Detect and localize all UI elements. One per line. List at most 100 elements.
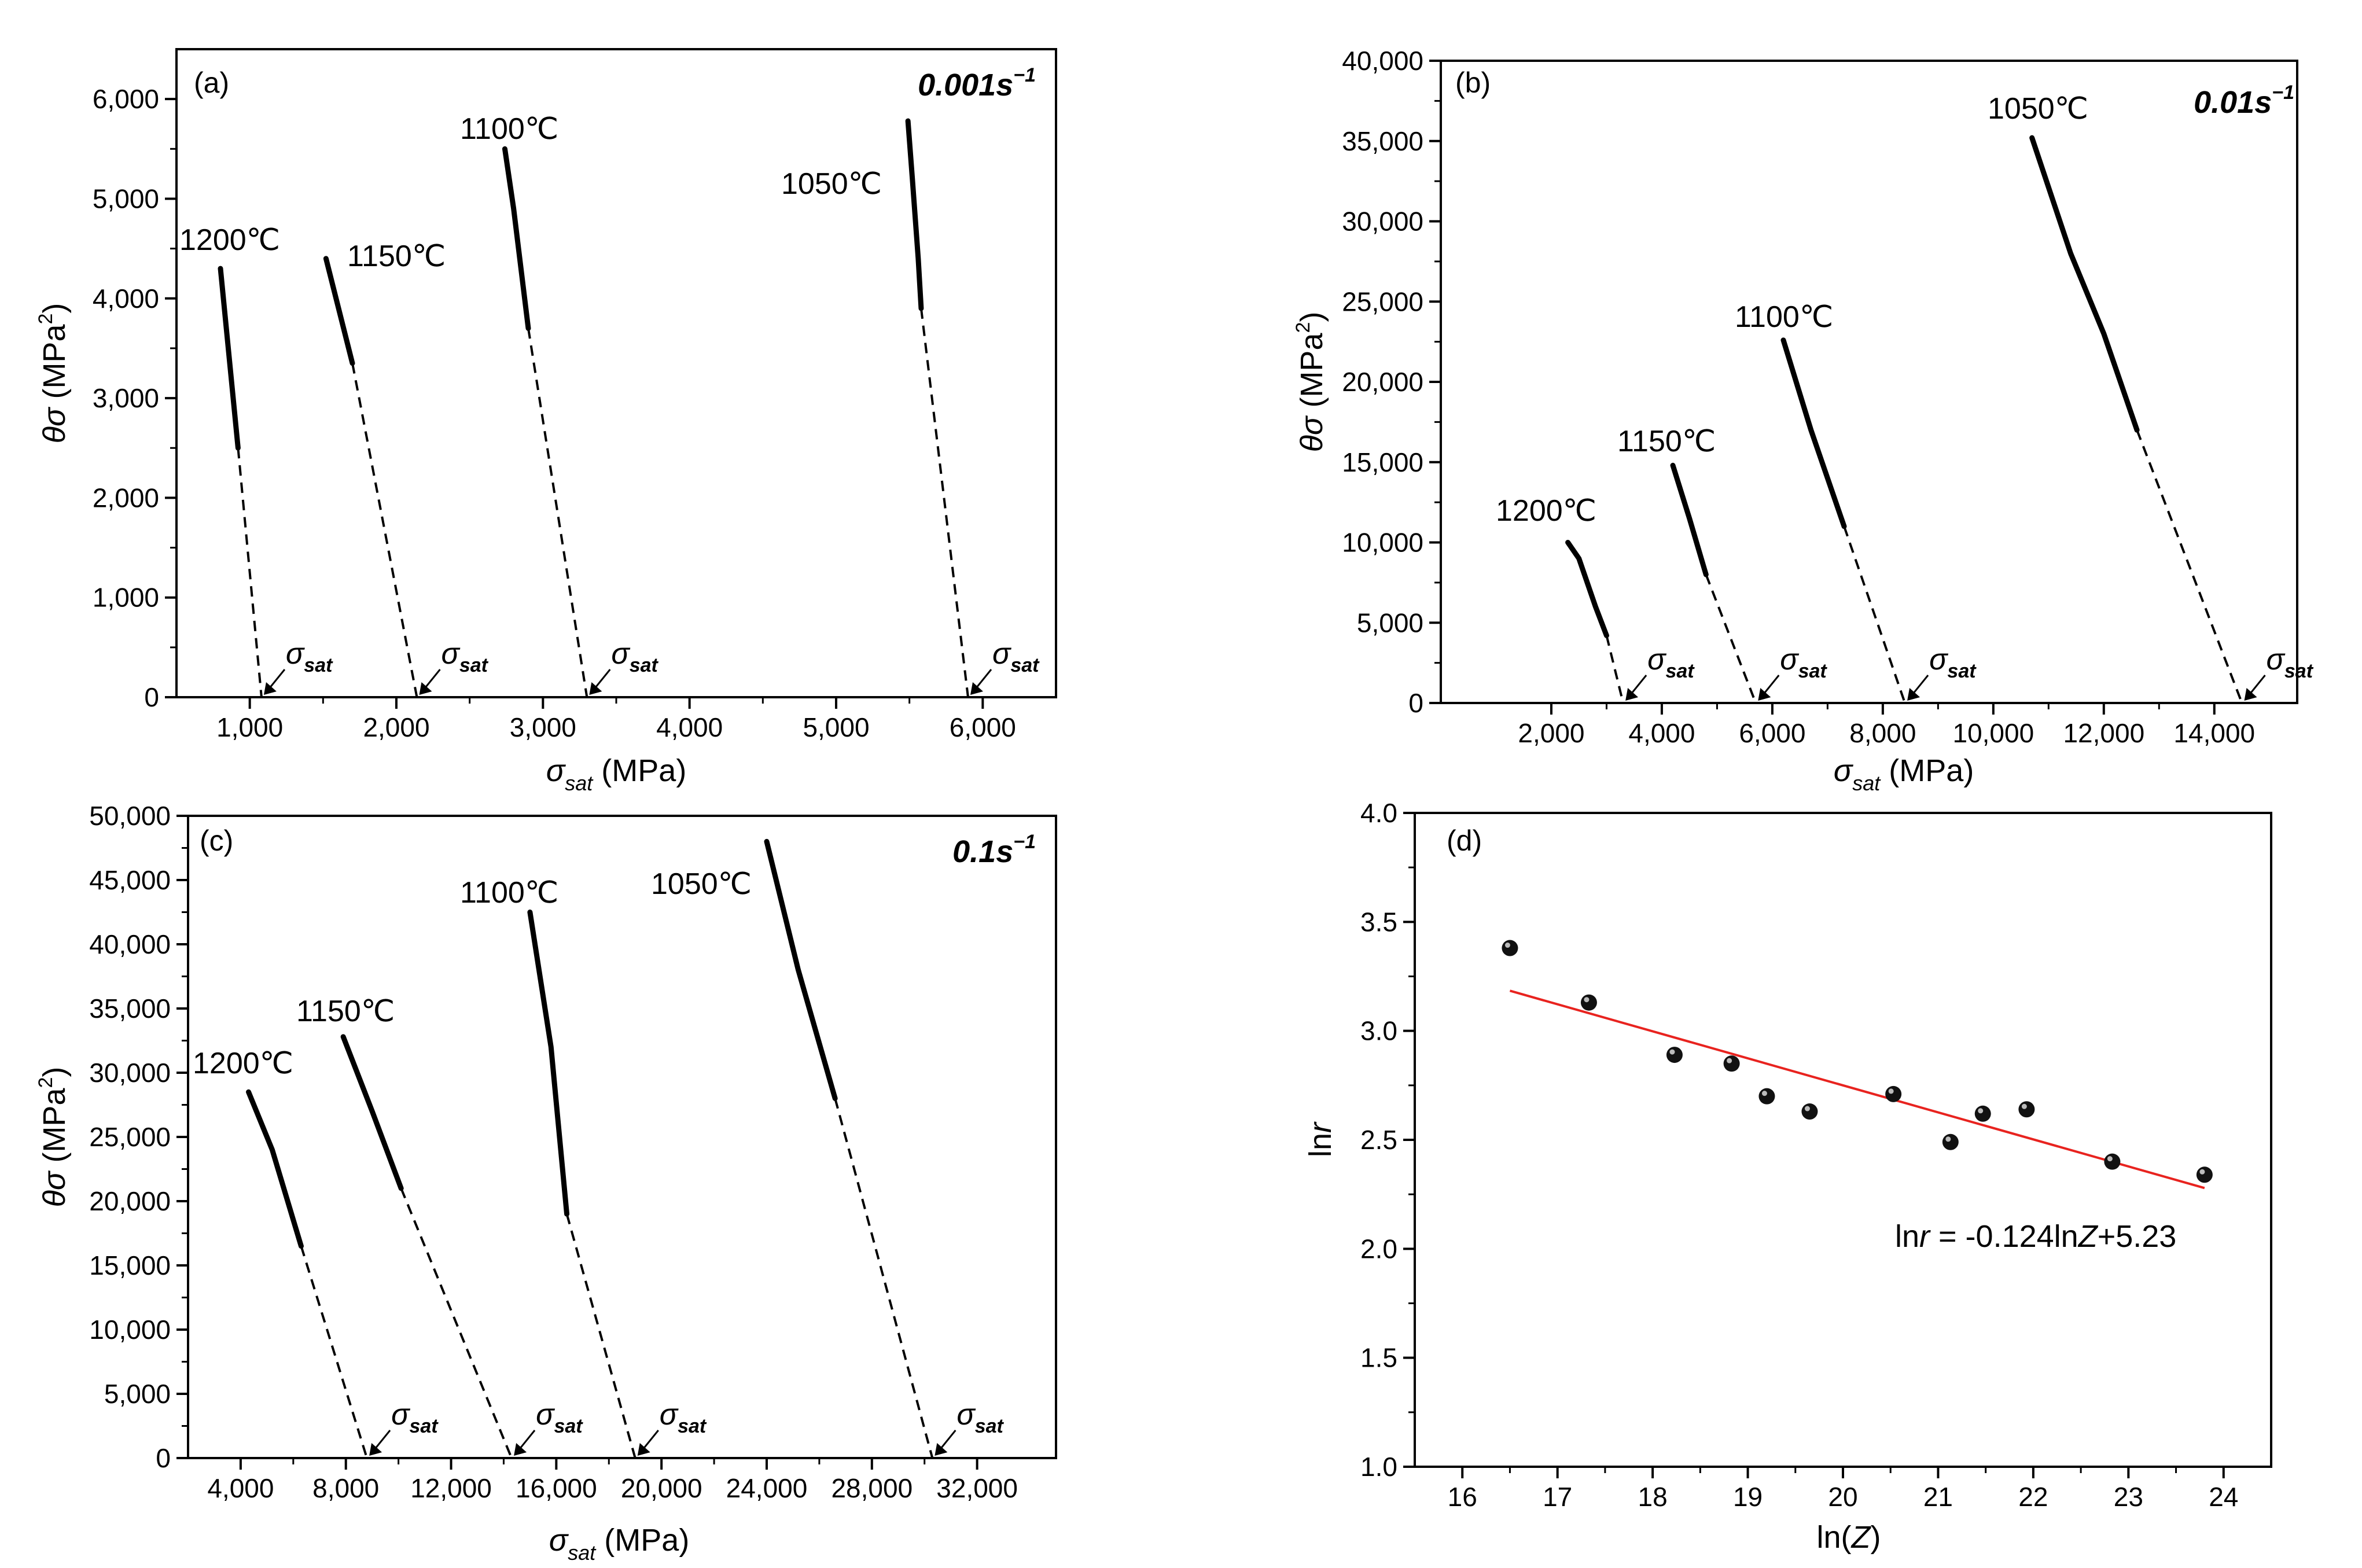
data-point bbox=[2018, 1101, 2035, 1118]
y-tick-label: 2.0 bbox=[1360, 1234, 1397, 1264]
x-tick-label: 2,000 bbox=[1518, 718, 1584, 748]
sigma-sat-marker: σsat bbox=[1780, 643, 1827, 682]
x-tick-label: 14,000 bbox=[2173, 718, 2255, 748]
curve-label: 1100℃ bbox=[1735, 300, 1833, 334]
solid-curve bbox=[1565, 540, 1609, 638]
x-tick-label: 16,000 bbox=[516, 1473, 597, 1503]
curve-label: 1050℃ bbox=[651, 867, 752, 901]
data-point-highlight bbox=[1504, 943, 1510, 948]
sat-arrowhead bbox=[263, 682, 277, 695]
extrapolation-dashed-line bbox=[1605, 635, 1625, 704]
x-tick-label: 24 bbox=[2209, 1482, 2238, 1512]
panel-label: (d) bbox=[1447, 825, 1482, 857]
y-tick-label: 4.0 bbox=[1360, 798, 1397, 828]
y-tick-label: 15,000 bbox=[89, 1250, 171, 1280]
curve-label: 1050℃ bbox=[781, 167, 882, 201]
y-tick-label: 1.5 bbox=[1360, 1343, 1397, 1373]
y-tick-label: 20,000 bbox=[89, 1186, 171, 1216]
strain-rate-label: 0.1s−1 bbox=[952, 831, 1036, 869]
x-tick-label: 17 bbox=[1543, 1482, 1572, 1512]
extrapolation-dashed-line bbox=[565, 1213, 637, 1459]
series-1050℃: 1050℃ σsat bbox=[781, 118, 1040, 698]
x-tick-label: 18 bbox=[1638, 1482, 1668, 1512]
data-point bbox=[1666, 1047, 1683, 1063]
y-tick-label: 5,000 bbox=[93, 183, 159, 214]
y-tick-label: 40,000 bbox=[89, 929, 171, 959]
sigma-sat-marker: σsat bbox=[286, 637, 333, 676]
y-tick-label: 0 bbox=[1408, 688, 1423, 718]
curve-label: 1150℃ bbox=[1617, 425, 1716, 458]
y-tick-label: 20,000 bbox=[1342, 367, 1423, 397]
sat-arrowhead bbox=[637, 1443, 650, 1456]
plot-frame bbox=[187, 815, 1057, 1459]
sat-arrowhead bbox=[2244, 688, 2257, 701]
solid-curve bbox=[502, 146, 531, 331]
plot-frame bbox=[1414, 812, 2272, 1468]
x-tick-label: 22 bbox=[2018, 1482, 2048, 1512]
sigma-sat-marker: σsat bbox=[1647, 643, 1695, 682]
solid-curve bbox=[1670, 462, 1709, 577]
panel-a: 1,000 2,000 3,000 4,000 5,000 6,000 0 1,000 2,00… bbox=[35, 48, 1057, 795]
sat-arrowhead bbox=[419, 682, 432, 695]
curve-label: 1100℃ bbox=[460, 112, 558, 146]
curve-label: 1200℃ bbox=[1496, 494, 1596, 528]
series-1200℃: 1200℃ σsat bbox=[193, 1047, 439, 1459]
data-point bbox=[2104, 1153, 2121, 1170]
panel-d: 16 17 18 19 20 21 22 23 24 1.0 1.5 2.0 2.5 3.0 3.5 4.0 (… bbox=[1303, 798, 2272, 1555]
series-1150℃: 1150℃ σsat bbox=[296, 995, 583, 1459]
panel-c: 4,000 8,000 12,000 16,000 20,000 24,000 28,000… bbox=[35, 801, 1057, 1565]
x-tick-label: 21 bbox=[1923, 1482, 1953, 1512]
solid-curve bbox=[764, 838, 838, 1101]
panel-label: (c) bbox=[200, 825, 233, 857]
y-tick-label: 30,000 bbox=[1342, 207, 1423, 237]
data-point bbox=[1723, 1055, 1740, 1072]
extrapolation-dashed-line bbox=[351, 363, 418, 698]
data-point bbox=[1502, 940, 1518, 956]
solid-curve bbox=[323, 256, 355, 366]
y-axis-label: θσ (MPa2) bbox=[35, 303, 72, 444]
data-point-highlight bbox=[1761, 1091, 1767, 1096]
x-tick-label: 4,000 bbox=[1628, 718, 1695, 748]
data-point-highlight bbox=[1978, 1108, 1984, 1114]
y-tick-label: 2,000 bbox=[93, 483, 159, 513]
y-tick-label: 5,000 bbox=[104, 1379, 171, 1409]
x-tick-label: 19 bbox=[1733, 1482, 1763, 1512]
sat-arrowhead bbox=[369, 1443, 382, 1456]
y-tick-label: 30,000 bbox=[89, 1058, 171, 1088]
strain-rate-label: 0.001s−1 bbox=[918, 64, 1036, 102]
y-tick-label: 0 bbox=[144, 682, 159, 712]
y-tick-label: 40,000 bbox=[1342, 46, 1423, 76]
sigma-sat-marker: σsat bbox=[992, 637, 1040, 676]
data-point-highlight bbox=[1669, 1049, 1675, 1055]
x-tick-label: 20,000 bbox=[621, 1473, 702, 1503]
extrapolation-dashed-line bbox=[1843, 526, 1906, 704]
x-axis-label: σsat (MPa) bbox=[1834, 753, 1974, 795]
data-point bbox=[1801, 1103, 1818, 1120]
x-tick-label: 20 bbox=[1828, 1482, 1857, 1512]
y-tick-label: 45,000 bbox=[89, 865, 171, 895]
panel-b: 2,000 4,000 6,000 8,000 10,000 12,000 14,000 0 5… bbox=[1292, 46, 2314, 795]
data-point bbox=[1580, 994, 1597, 1011]
data-point bbox=[1974, 1105, 1991, 1122]
curve-label: 1150℃ bbox=[296, 995, 395, 1028]
y-tick-label: 1,000 bbox=[93, 583, 159, 613]
y-tick-label: 10,000 bbox=[1342, 528, 1423, 558]
x-tick-label: 12,000 bbox=[2063, 718, 2144, 748]
sat-arrowhead bbox=[589, 682, 602, 695]
y-tick-label: 15,000 bbox=[1342, 447, 1423, 477]
y-tick-label: 3.0 bbox=[1360, 1016, 1397, 1046]
panel-label: (a) bbox=[194, 67, 229, 99]
plot-frame bbox=[175, 48, 1057, 698]
y-tick-label: 35,000 bbox=[1342, 126, 1423, 156]
x-tick-label: 6,000 bbox=[1739, 718, 1805, 748]
y-tick-label: 0 bbox=[156, 1443, 171, 1473]
y-tick-label: 35,000 bbox=[89, 993, 171, 1024]
sat-arrowhead bbox=[1625, 688, 1639, 701]
y-tick-label: 5,000 bbox=[1357, 608, 1423, 638]
y-tick-label: 3,000 bbox=[93, 383, 159, 413]
data-point bbox=[1942, 1133, 1959, 1150]
data-point-highlight bbox=[2021, 1103, 2027, 1109]
x-tick-label: 24,000 bbox=[726, 1473, 808, 1503]
strain-rate-label: 0.01s−1 bbox=[2194, 82, 2294, 120]
curve-label: 1050℃ bbox=[1988, 92, 2088, 126]
